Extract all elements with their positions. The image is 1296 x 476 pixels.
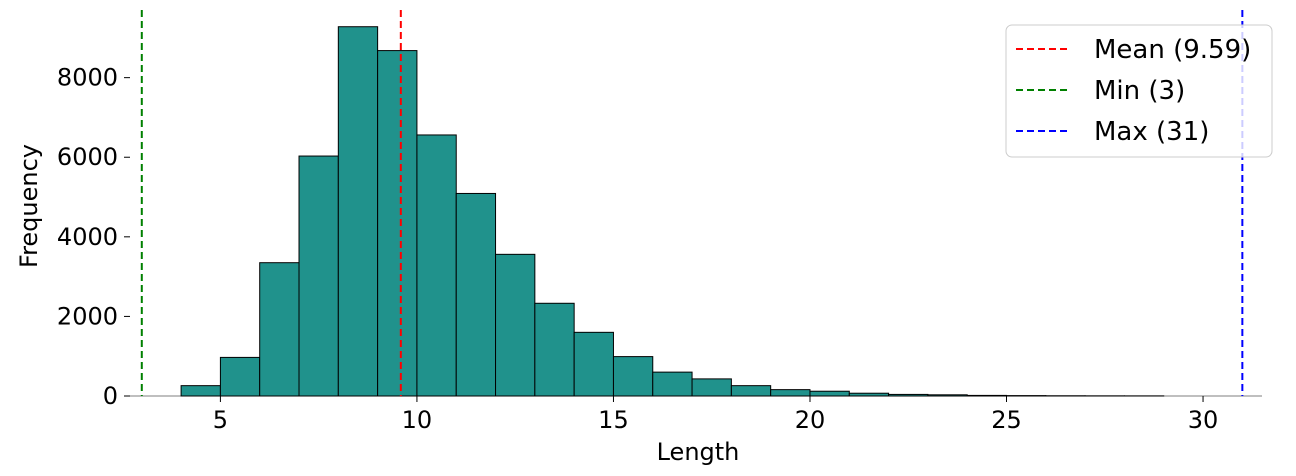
histogram-bar-20 bbox=[966, 394, 1008, 397]
x-tick-label: 15 bbox=[598, 406, 629, 434]
y-tick-label: 4000 bbox=[57, 223, 118, 251]
histogram-bar-8 bbox=[495, 253, 536, 397]
histogram-bar-9 bbox=[534, 302, 575, 397]
histogram-bar-11 bbox=[612, 356, 654, 397]
histogram-bar-15 bbox=[770, 389, 811, 397]
legend: Mean (9.59) Min (3) Max (31) bbox=[1005, 24, 1273, 158]
x-axis-ticks: 5 10 15 20 25 30 bbox=[213, 396, 1219, 434]
histogram-bar-16 bbox=[809, 390, 850, 397]
x-tick-label: 25 bbox=[991, 406, 1022, 434]
x-tick-label: 30 bbox=[1188, 406, 1219, 434]
y-axis-title: Frequency bbox=[15, 144, 43, 268]
y-axis-ticks: 0 2000 4000 6000 8000 bbox=[57, 64, 130, 410]
histogram-bar-17 bbox=[848, 392, 890, 397]
legend-label-2: Max (31) bbox=[1094, 117, 1209, 147]
x-tick-label: 5 bbox=[213, 406, 228, 434]
histogram-bar-14 bbox=[730, 385, 772, 397]
histogram-bar-0 bbox=[180, 385, 221, 397]
histogram-bar-4 bbox=[337, 26, 379, 397]
histogram-bar-6 bbox=[416, 134, 457, 397]
x-axis-title: Length bbox=[657, 438, 740, 466]
reference-lines bbox=[140, 10, 1244, 396]
histogram-bar-12 bbox=[652, 371, 693, 397]
legend-box bbox=[1005, 24, 1273, 158]
histogram-bar-3 bbox=[298, 155, 339, 397]
x-tick-label: 10 bbox=[402, 406, 433, 434]
y-tick-label: 0 bbox=[103, 382, 118, 410]
legend-label-1: Min (3) bbox=[1094, 76, 1185, 106]
y-tick-label: 8000 bbox=[57, 64, 118, 92]
histogram-bar-1 bbox=[219, 356, 261, 397]
histogram-bar-19 bbox=[927, 394, 968, 397]
histogram-bars bbox=[180, 26, 1165, 397]
x-tick-label: 20 bbox=[795, 406, 826, 434]
histogram-bar-2 bbox=[259, 262, 300, 397]
y-tick-label: 6000 bbox=[57, 143, 118, 171]
histogram-bar-10 bbox=[573, 331, 614, 397]
histogram-bar-18 bbox=[888, 393, 929, 397]
histogram-bar-5 bbox=[377, 50, 418, 397]
legend-label-0: Mean (9.59) bbox=[1094, 35, 1251, 65]
histogram-bar-13 bbox=[691, 378, 732, 397]
y-tick-label: 2000 bbox=[57, 302, 118, 330]
histogram-bar-7 bbox=[455, 192, 497, 397]
